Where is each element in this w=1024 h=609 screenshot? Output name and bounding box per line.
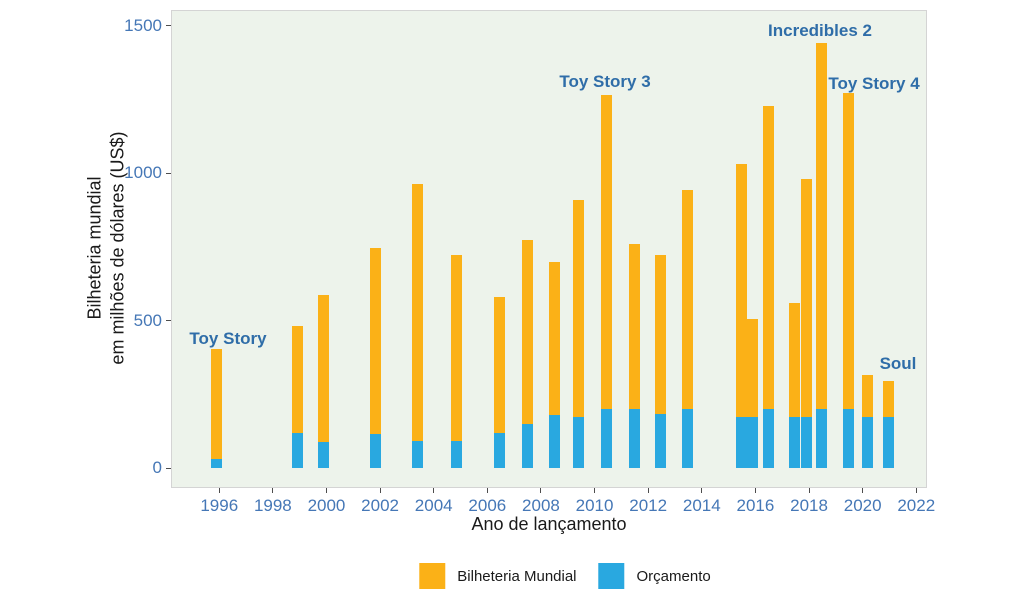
bar-segment-bilheteria-toy-story-2	[318, 295, 330, 442]
film-label-toy-story: Toy Story	[189, 329, 267, 348]
bar-segment-orcamento-soul	[883, 416, 895, 469]
x-tick-label-2006: 2006	[468, 496, 507, 515]
bar-segment-orcamento-onward	[861, 416, 873, 469]
film-label-toy-story-4: Toy Story 4	[828, 74, 920, 93]
bar-segment-bilheteria-toy-story-3	[601, 94, 613, 410]
bar-segment-bilheteria-toy-story-4	[842, 92, 854, 410]
y-tick-label-500: 500	[133, 310, 162, 330]
bar-segment-orcamento-coco	[800, 416, 812, 469]
x-tick-label-2004: 2004	[414, 496, 453, 515]
bar-segment-orcamento-brave	[655, 413, 667, 469]
y-tick-mark-500	[166, 320, 171, 322]
bar-segment-bilheteria-incredibles-2	[815, 42, 827, 410]
film-label-soul: Soul	[879, 354, 917, 373]
bar-segment-orcamento-the-incredibles	[450, 441, 462, 469]
bar-segment-bilheteria-monsters-inc	[370, 247, 382, 435]
x-axis-title: Ano de lançamento	[471, 514, 627, 534]
x-tick-mark-2008	[540, 488, 542, 493]
bar-segment-orcamento-ratatouille	[521, 424, 533, 469]
x-tick-label-2022: 2022	[897, 496, 936, 515]
x-tick-mark-2010	[594, 488, 596, 493]
y-axis-title: Bilheteria mundial em milhões de dólares…	[84, 131, 128, 365]
y-tick-label-0: 0	[152, 458, 162, 478]
bar-segment-bilheteria-wall-e	[548, 261, 560, 416]
legend-item-orcamento: Orçamento	[598, 563, 711, 589]
bar-segment-bilheteria-the-good-dinosaur	[747, 318, 759, 417]
x-tick-mark-2004	[433, 488, 435, 493]
x-tick-label-2010: 2010	[575, 496, 614, 515]
bar-segment-orcamento-wall-e	[548, 415, 560, 469]
bar-segment-orcamento-toy-story-4	[842, 409, 854, 469]
bar-segment-bilheteria-a-bug-s-life	[291, 325, 303, 433]
x-tick-mark-1998	[272, 488, 274, 493]
legend-label-orcamento: Orçamento	[636, 567, 711, 585]
y-tick-mark-1500	[166, 25, 171, 27]
bar-segment-orcamento-cars-3	[789, 416, 801, 469]
x-tick-label-2000: 2000	[307, 496, 346, 515]
x-tick-label-2014: 2014	[682, 496, 721, 515]
bar-segment-bilheteria-finding-nemo	[412, 183, 424, 441]
bar-segment-orcamento-monsters-university	[682, 409, 694, 469]
x-tick-mark-2018	[808, 488, 810, 493]
x-tick-mark-2006	[486, 488, 488, 493]
y-tick-label-1000: 1000	[124, 163, 162, 183]
x-tick-label-2016: 2016	[736, 496, 775, 515]
film-label-incredibles-2: Incredibles 2	[768, 21, 872, 40]
x-tick-mark-2014	[701, 488, 703, 493]
bar-segment-orcamento-incredibles-2	[815, 409, 827, 469]
bar-segment-bilheteria-coco	[800, 178, 812, 417]
bar-segment-orcamento-up	[573, 416, 585, 469]
x-tick-label-2002: 2002	[361, 496, 400, 515]
x-tick-mark-2000	[325, 488, 327, 493]
bar-segment-bilheteria-toy-story	[210, 349, 222, 460]
y-tick-mark-0	[166, 467, 171, 469]
x-tick-label-2020: 2020	[843, 496, 882, 515]
x-tick-mark-2002	[379, 488, 381, 493]
bar-segment-bilheteria-inside-out	[735, 163, 747, 417]
bar-segment-orcamento-toy-story-2	[318, 441, 330, 469]
x-tick-mark-2022	[915, 488, 917, 493]
x-tick-mark-2020	[862, 488, 864, 493]
x-tick-label-1998: 1998	[253, 496, 292, 515]
bar-segment-orcamento-toy-story-3	[601, 409, 613, 469]
legend-item-bilheteria: Bilheteria Mundial	[419, 563, 577, 589]
bar-segment-orcamento-cars-2	[628, 409, 640, 469]
bar-segment-bilheteria-monsters-university	[682, 189, 694, 410]
bar-segment-bilheteria-cars	[493, 296, 505, 433]
bar-segment-orcamento-monsters-inc	[370, 434, 382, 469]
bar-segment-orcamento-a-bug-s-life	[291, 432, 303, 469]
x-tick-mark-2016	[754, 488, 756, 493]
bar-segment-orcamento-toy-story	[210, 459, 222, 469]
bar-segment-orcamento-finding-nemo	[412, 440, 424, 469]
x-tick-mark-2012	[647, 488, 649, 493]
bar-segment-bilheteria-finding-dory	[762, 105, 774, 410]
bar-segment-orcamento-inside-out	[735, 416, 747, 469]
y-tick-label-1500: 1500	[124, 15, 162, 35]
y-tick-mark-1000	[166, 172, 171, 174]
legend-label-bilheteria: Bilheteria Mundial	[457, 567, 577, 585]
x-tick-label-2018: 2018	[790, 496, 828, 515]
bar-segment-orcamento-finding-dory	[762, 409, 774, 469]
bar-segment-bilheteria-the-incredibles	[450, 255, 462, 442]
x-tick-mark-1996	[218, 488, 220, 493]
bar-segment-bilheteria-cars-3	[789, 303, 801, 417]
bar-segment-orcamento-cars	[493, 432, 505, 469]
bar-segment-bilheteria-up	[573, 199, 585, 417]
bar-segment-orcamento-the-good-dinosaur	[747, 416, 759, 469]
film-label-toy-story-3: Toy Story 3	[559, 72, 651, 91]
x-tick-label-2008: 2008	[522, 496, 560, 515]
x-tick-label-1996: 1996	[200, 496, 239, 515]
bar-segment-bilheteria-soul	[883, 380, 895, 417]
bilheteria-swatch-icon	[419, 563, 446, 589]
legend: Bilheteria Mundial Orçamento	[419, 563, 711, 589]
x-tick-label-2012: 2012	[629, 496, 668, 515]
bar-segment-bilheteria-cars-2	[628, 243, 640, 410]
bar-segment-bilheteria-ratatouille	[521, 239, 533, 425]
bar-segment-bilheteria-onward	[861, 374, 873, 417]
orcamento-swatch-icon	[598, 563, 625, 589]
bar-segment-bilheteria-brave	[655, 254, 667, 414]
